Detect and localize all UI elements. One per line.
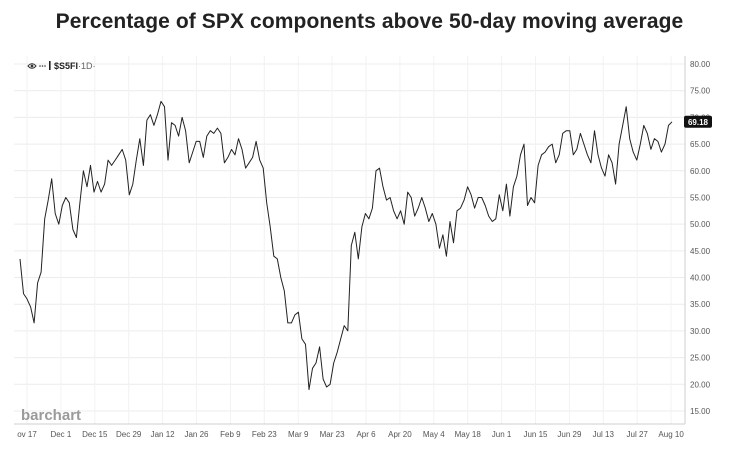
y-tick-label: 25.00 xyxy=(690,354,711,363)
interval-label: ·1D· xyxy=(78,61,96,71)
x-tick-label: May 4 xyxy=(423,430,445,439)
x-tick-label: Jun 1 xyxy=(492,430,512,439)
x-tick-label: Jan 26 xyxy=(184,430,209,439)
symbol-legend[interactable]: $S5FI ·1D· xyxy=(27,61,96,71)
series-line xyxy=(19,100,673,391)
x-tick-label: ov 17 xyxy=(17,430,37,439)
interval-separator-end: · xyxy=(93,61,96,71)
eye-icon[interactable] xyxy=(27,63,37,69)
x-tick-label: May 18 xyxy=(455,430,482,439)
x-tick-label: Apr 6 xyxy=(356,430,376,439)
y-tick-label: 65.00 xyxy=(690,140,711,149)
y-tick-label: 35.00 xyxy=(690,300,711,309)
y-tick-label: 75.00 xyxy=(690,87,711,96)
y-tick-label: 20.00 xyxy=(690,380,711,389)
x-tick-label: Mar 23 xyxy=(320,430,345,439)
x-tick-label: Jan 12 xyxy=(151,430,176,439)
x-tick-label: Jun 15 xyxy=(523,430,548,439)
x-tick-label: Dec 15 xyxy=(82,430,108,439)
y-tick-label: 15.00 xyxy=(690,407,711,416)
y-tick-label: 40.00 xyxy=(690,274,711,283)
y-axis: 80.0075.0070.0065.0060.0055.0050.0045.00… xyxy=(690,60,711,416)
y-tick-label: 30.00 xyxy=(690,327,711,336)
y-tick-label: 45.00 xyxy=(690,247,711,256)
x-tick-label: Dec 1 xyxy=(50,430,71,439)
last-value-tag: 69.18 xyxy=(684,115,712,128)
x-tick-label: Feb 23 xyxy=(252,430,277,439)
gridlines xyxy=(14,56,685,424)
more-icon[interactable] xyxy=(39,65,46,67)
series-color-marker xyxy=(49,61,51,70)
x-tick-label: Feb 9 xyxy=(220,430,241,439)
last-value-box xyxy=(684,115,712,128)
interval-value: 1D xyxy=(81,61,93,71)
watermark-text: barchart xyxy=(21,407,81,424)
x-tick-label: Mar 9 xyxy=(288,430,309,439)
chart-title: Percentage of SPX components above 50-da… xyxy=(55,10,684,33)
y-tick-label: 80.00 xyxy=(690,60,711,69)
x-tick-label: Jun 29 xyxy=(557,430,582,439)
x-tick-label: Apr 20 xyxy=(388,430,412,439)
y-tick-label: 55.00 xyxy=(690,193,711,202)
x-tick-label: Aug 10 xyxy=(658,430,684,439)
symbol-label: $S5FI xyxy=(54,61,78,71)
y-tick-label: 60.00 xyxy=(690,167,711,176)
x-tick-label: Jul 27 xyxy=(627,430,649,439)
x-tick-label: Jul 13 xyxy=(593,430,615,439)
x-axis: ov 17 Dec 1 Dec 15 Dec 29 Jan 12 Jan 26 Feb 9 F… xyxy=(17,430,684,439)
interval-separator: · xyxy=(78,61,81,71)
x-tick-label: Dec 29 xyxy=(116,430,142,439)
y-tick-label: 50.00 xyxy=(690,220,711,229)
last-value-text: 69.18 xyxy=(688,118,709,127)
